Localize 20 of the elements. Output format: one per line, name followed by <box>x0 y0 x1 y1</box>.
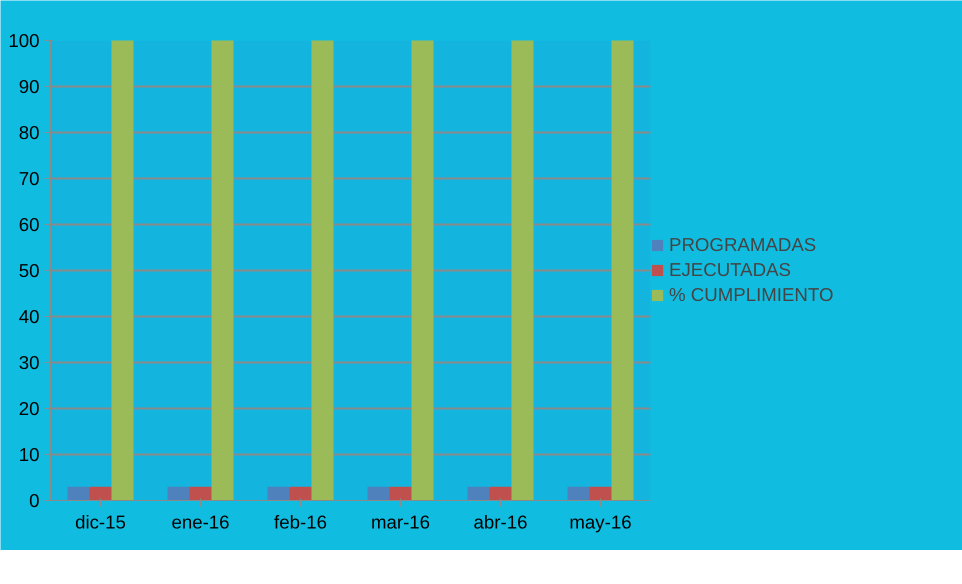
y-tick-label: 60 <box>18 214 40 235</box>
y-tick-label: 80 <box>18 122 40 143</box>
y-tick-label: 100 <box>8 30 40 51</box>
y-tick-label: 70 <box>18 168 40 189</box>
x-tick-label: mar-16 <box>370 512 430 532</box>
y-tick-label: 10 <box>18 444 40 465</box>
x-tick-label: ene-16 <box>171 512 230 532</box>
y-tick-label: 0 <box>29 490 40 511</box>
legend-label: PROGRAMADAS <box>669 234 816 256</box>
y-tick-label: 90 <box>18 76 40 97</box>
legend-label: % CUMPLIMIENTO <box>669 284 834 306</box>
legend-label: EJECUTADAS <box>669 259 791 281</box>
y-tick-label: 50 <box>18 260 40 281</box>
x-tick-label: may-16 <box>569 512 632 532</box>
y-tick-label: 20 <box>18 398 40 419</box>
y-tick-label: 30 <box>18 352 40 373</box>
x-tick-label: abr-16 <box>474 512 528 532</box>
y-tick-label: 40 <box>18 306 40 327</box>
x-tick-label: feb-16 <box>274 512 327 532</box>
x-tick-label: dic-15 <box>75 512 126 532</box>
